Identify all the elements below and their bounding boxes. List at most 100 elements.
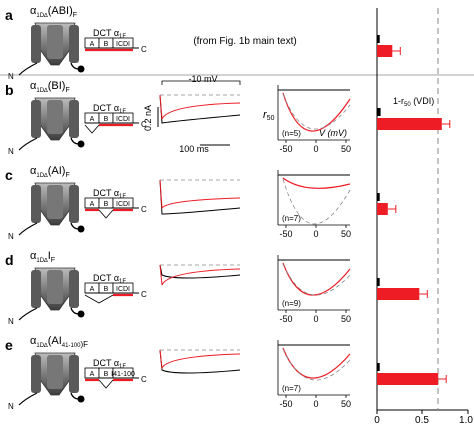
cdi-bar — [377, 373, 439, 385]
dct-segment-3: ICDI — [116, 116, 130, 123]
cdi-bar — [377, 203, 388, 215]
ba-trace — [159, 94, 241, 124]
reference-curve — [282, 178, 351, 225]
channel-domain-left — [31, 185, 41, 223]
dct-segment-3: ICDI — [116, 286, 130, 293]
c-label: C — [141, 290, 147, 299]
dct-deletion — [84, 294, 114, 304]
dct-label: DCT α1F — [93, 28, 126, 40]
dct-segment-1: A — [90, 116, 95, 123]
r50-plot: -50 0 50 (n=5) — [277, 85, 351, 154]
dct-deletion — [98, 379, 114, 389]
iv-xlabel: V (mV) — [319, 128, 347, 138]
calmodulin-dot — [77, 140, 85, 148]
dct-label: DCT α1F — [93, 358, 126, 370]
channel-domain-right — [69, 185, 79, 223]
dct-segment-1: A — [90, 201, 95, 208]
channel-domain-left — [31, 25, 41, 63]
dct-segment-2: B — [104, 41, 109, 48]
dct-deletion — [84, 124, 100, 134]
n-terminus-line — [18, 137, 38, 151]
iv-x-tick-label: -50 — [279, 399, 292, 409]
ba-trace — [159, 349, 241, 374]
header-note: (from Fig. 1b main text) — [193, 36, 296, 47]
dct-segment-1: A — [90, 371, 95, 378]
inactivation-bars — [377, 193, 397, 215]
n-label: N — [8, 72, 14, 81]
channel-icon: N — [8, 97, 85, 156]
channel-domain-left — [31, 100, 41, 138]
dct-label: DCT α1F — [93, 188, 126, 200]
dct-segment-1: A — [90, 41, 95, 48]
r50-plot: -50 0 50 (n=7) — [277, 340, 351, 409]
reference-curve — [282, 263, 351, 296]
panel-letter: c — [5, 167, 13, 183]
current-scale-label: 0.2 nA — [143, 105, 153, 131]
channel-icon: N — [8, 22, 85, 81]
calmodulin-dot — [77, 225, 85, 233]
dct-segment-1: A — [90, 286, 95, 293]
legend-vdi: 1-r50 (VDI) — [393, 96, 434, 108]
n-label: N — [8, 147, 14, 156]
channel-domain-left — [31, 270, 41, 308]
iv-x-tick-label: 0 — [313, 399, 318, 409]
time-scale-label: 100 ms — [179, 144, 209, 154]
dct-segment-2: B — [104, 371, 109, 378]
ba-trace — [159, 264, 241, 279]
iv-x-tick-label: 50 — [341, 314, 351, 324]
c-label: C — [141, 120, 147, 129]
iv-x-tick-label: -50 — [279, 144, 292, 154]
dct-deletion — [98, 209, 114, 219]
channel-domain-left — [31, 355, 41, 393]
ca-r50-curve — [282, 262, 351, 296]
n-terminus-line — [18, 222, 38, 236]
iv-x-tick-label: 50 — [341, 229, 351, 239]
construct-label: α1D∆IF — [30, 250, 55, 264]
r50-plot: -50 0 50 (n=9) — [277, 255, 351, 324]
iv-x-tick-label: 0 — [313, 229, 318, 239]
ca-r50-curve — [282, 347, 351, 379]
channel-icon: N — [8, 267, 85, 326]
dct-segment-2: B — [104, 116, 109, 123]
channel-domain-center — [47, 270, 63, 304]
bar-axis-ticks: 0 0.5 1.0 — [374, 410, 473, 426]
ba-trace — [159, 179, 241, 215]
iv-x-tick-label: 0 — [313, 314, 318, 324]
n-label: N — [8, 232, 14, 241]
iv-ylabel: r50 — [263, 109, 275, 122]
cdi-bar — [377, 288, 420, 300]
bar-tick-0: 0 — [374, 415, 380, 426]
iv-x-tick-label: -50 — [279, 314, 292, 324]
ca-r50-curve — [282, 177, 351, 189]
inactivation-bars — [377, 278, 428, 300]
channel-domain-right — [69, 270, 79, 308]
construct-label: α1D∆(AI)F — [30, 165, 70, 179]
n-terminus-line — [18, 392, 38, 406]
ca-r50-curve — [282, 92, 351, 132]
ca-trace — [159, 349, 241, 370]
reference-curve — [282, 93, 351, 130]
reference-curve — [282, 348, 351, 381]
dct-label: DCT α1F — [93, 273, 126, 285]
current-traces — [159, 349, 241, 374]
iv-x-tick-label: 50 — [341, 399, 351, 409]
construct-label: α1D∆(BI)F — [30, 80, 70, 94]
inactivation-bars — [377, 363, 447, 385]
bar-tick-05: 0.5 — [415, 415, 429, 426]
dct-segment-3: ICDI — [116, 201, 130, 208]
n-terminus-line — [18, 307, 38, 321]
voltage-step — [161, 80, 241, 85]
vdi-bar — [377, 108, 381, 116]
calmodulin-dot — [77, 310, 85, 318]
